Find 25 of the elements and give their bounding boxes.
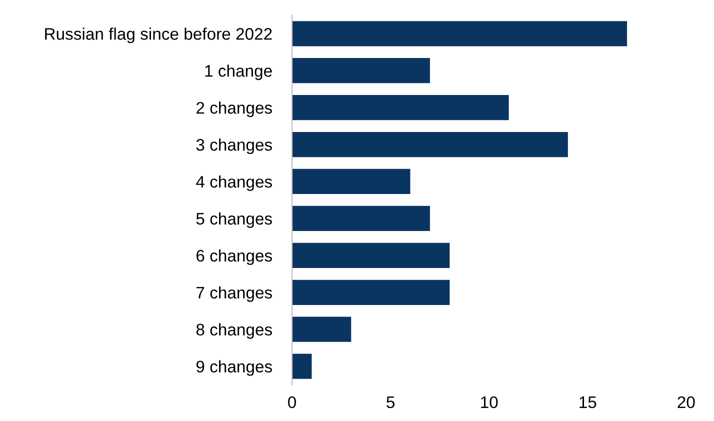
y-tick-label: 5 changes xyxy=(196,212,272,228)
y-tick-label: 6 changes xyxy=(196,249,272,265)
x-tick-label: 10 xyxy=(481,396,498,408)
x-tick-label: 0 xyxy=(288,396,296,408)
bar xyxy=(292,21,628,46)
y-tick-label: 9 changes xyxy=(196,360,272,376)
y-tick-label: 3 changes xyxy=(196,138,272,154)
bar xyxy=(292,58,430,84)
bar xyxy=(292,316,352,342)
x-tick-label: 15 xyxy=(580,396,596,408)
y-tick-label: 8 changes xyxy=(196,323,272,339)
bar xyxy=(292,242,450,268)
bar xyxy=(292,206,430,232)
x-tick-label: 20 xyxy=(678,396,695,408)
y-tick-label: Russian flag since before 2022 xyxy=(45,28,272,44)
bar xyxy=(292,95,509,120)
y-tick-label: 7 changes xyxy=(196,286,272,302)
bar xyxy=(292,280,450,305)
y-tick-label: 4 changes xyxy=(196,175,272,191)
x-tick-label: 5 xyxy=(386,396,394,408)
bar xyxy=(292,168,410,194)
y-tick-label: 1 change xyxy=(205,64,272,80)
y-tick-label: 2 changes xyxy=(196,102,272,118)
bar xyxy=(292,354,312,379)
bar xyxy=(292,132,568,158)
